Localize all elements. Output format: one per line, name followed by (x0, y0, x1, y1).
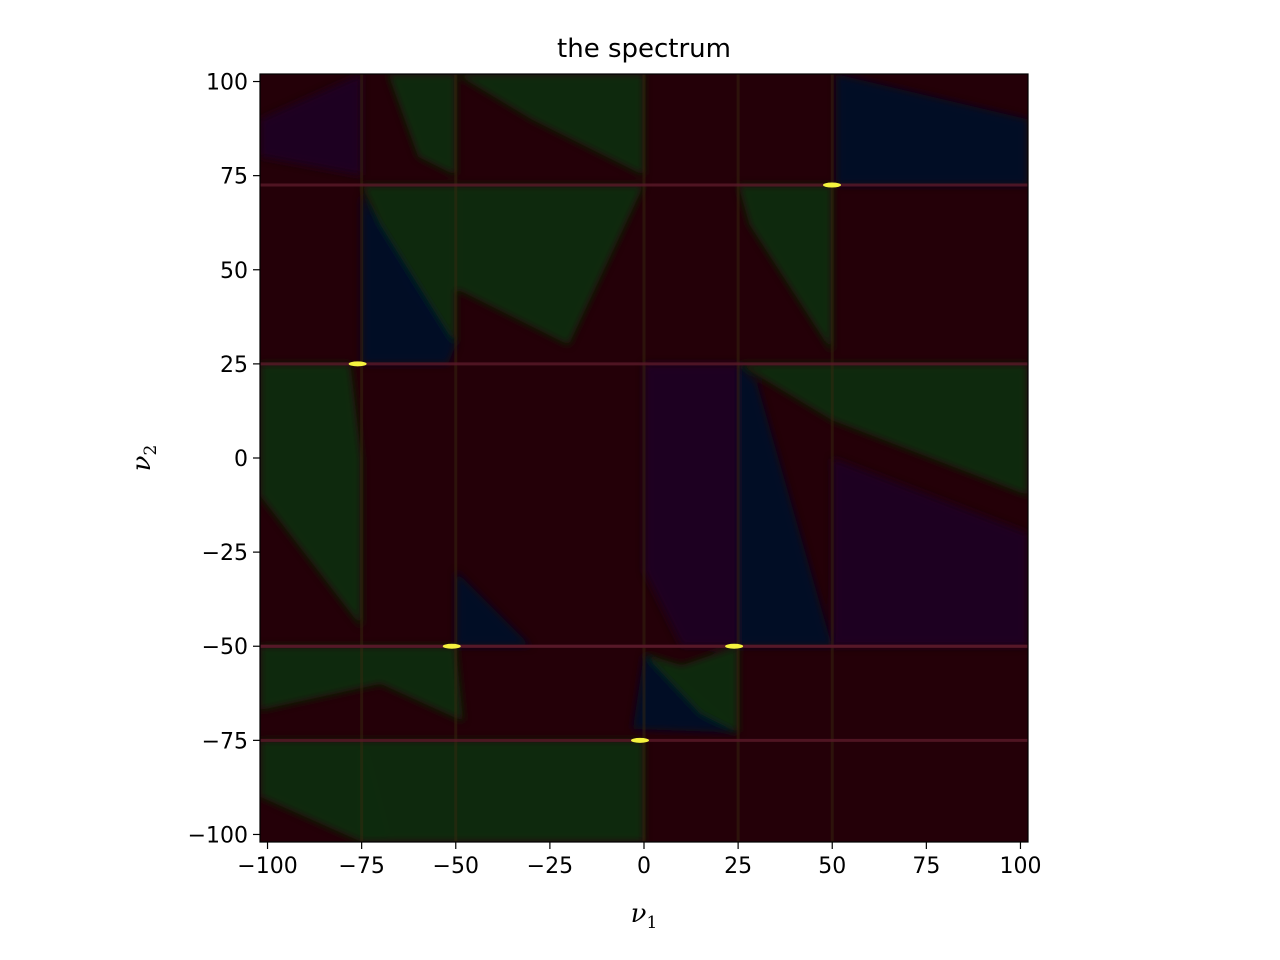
x-tick-label: −75 (338, 854, 384, 879)
x-axis-label: ν1 (631, 899, 658, 933)
heatmap-region-blue (361, 194, 456, 364)
heatmap-region-green (738, 363, 1028, 496)
bright-spot (823, 182, 841, 188)
heatmap-region-green (388, 74, 456, 176)
heatmap-regions (260, 74, 1028, 842)
y-tick-label: 75 (220, 165, 248, 190)
bright-spot (348, 361, 367, 367)
x-tick-label: −25 (527, 854, 573, 879)
y-axis-ticks: −100 −75 −50 −25 0 25 50 75 100 (188, 71, 260, 848)
vertical-edges (360, 74, 834, 842)
heatmap-region-green (260, 363, 362, 628)
heatmap-region-green (455, 185, 644, 346)
y-tick-label: 0 (234, 447, 248, 472)
heatmap-region-purple (644, 363, 739, 647)
y-tick-label: 100 (206, 71, 248, 96)
chart-title: the spectrum (557, 34, 731, 64)
heatmap-region-green (361, 740, 388, 842)
heatmap-region-green (260, 740, 644, 842)
y-tick-label: −100 (188, 823, 248, 848)
heatmap-region-blue (836, 74, 1028, 186)
x-tick-label: 100 (999, 854, 1041, 879)
x-tick-label: 75 (912, 854, 940, 879)
plot-area (260, 74, 1028, 842)
heatmap-region-green (738, 185, 833, 353)
x-axis-ticks: −100 −75 −50 −25 0 25 50 75 100 (237, 842, 1041, 879)
heatmap-region-green (644, 646, 739, 733)
y-axis-label-subscript: 2 (141, 445, 161, 456)
bright-spots (323, 182, 856, 743)
heatmap-region-green (455, 74, 644, 176)
x-tick-label: 25 (724, 854, 752, 879)
y-axis-label: ν2 (127, 445, 161, 472)
y-tick-label: −50 (202, 635, 248, 660)
y-tick-label: −75 (202, 729, 248, 754)
heatmap-region-green (361, 185, 456, 346)
y-tick-label: −25 (202, 541, 248, 566)
x-tick-label: 0 (637, 854, 651, 879)
bright-spot (725, 643, 744, 649)
y-tick-label: 25 (220, 353, 248, 378)
heatmap-region-blue (738, 363, 833, 647)
bright-spot (442, 643, 461, 649)
x-axis-label-subscript: 1 (646, 913, 657, 933)
x-tick-label: −50 (433, 854, 479, 879)
y-tick-label: 50 (220, 259, 248, 284)
heatmap-region-purple (832, 458, 1028, 647)
heatmap-region-purple (260, 74, 362, 176)
heatmap-region-green (260, 646, 464, 722)
bright-spot (631, 737, 649, 743)
x-tick-label: −100 (237, 854, 297, 879)
x-tick-label: 50 (818, 854, 846, 879)
heatmap-region-blue (455, 570, 532, 647)
